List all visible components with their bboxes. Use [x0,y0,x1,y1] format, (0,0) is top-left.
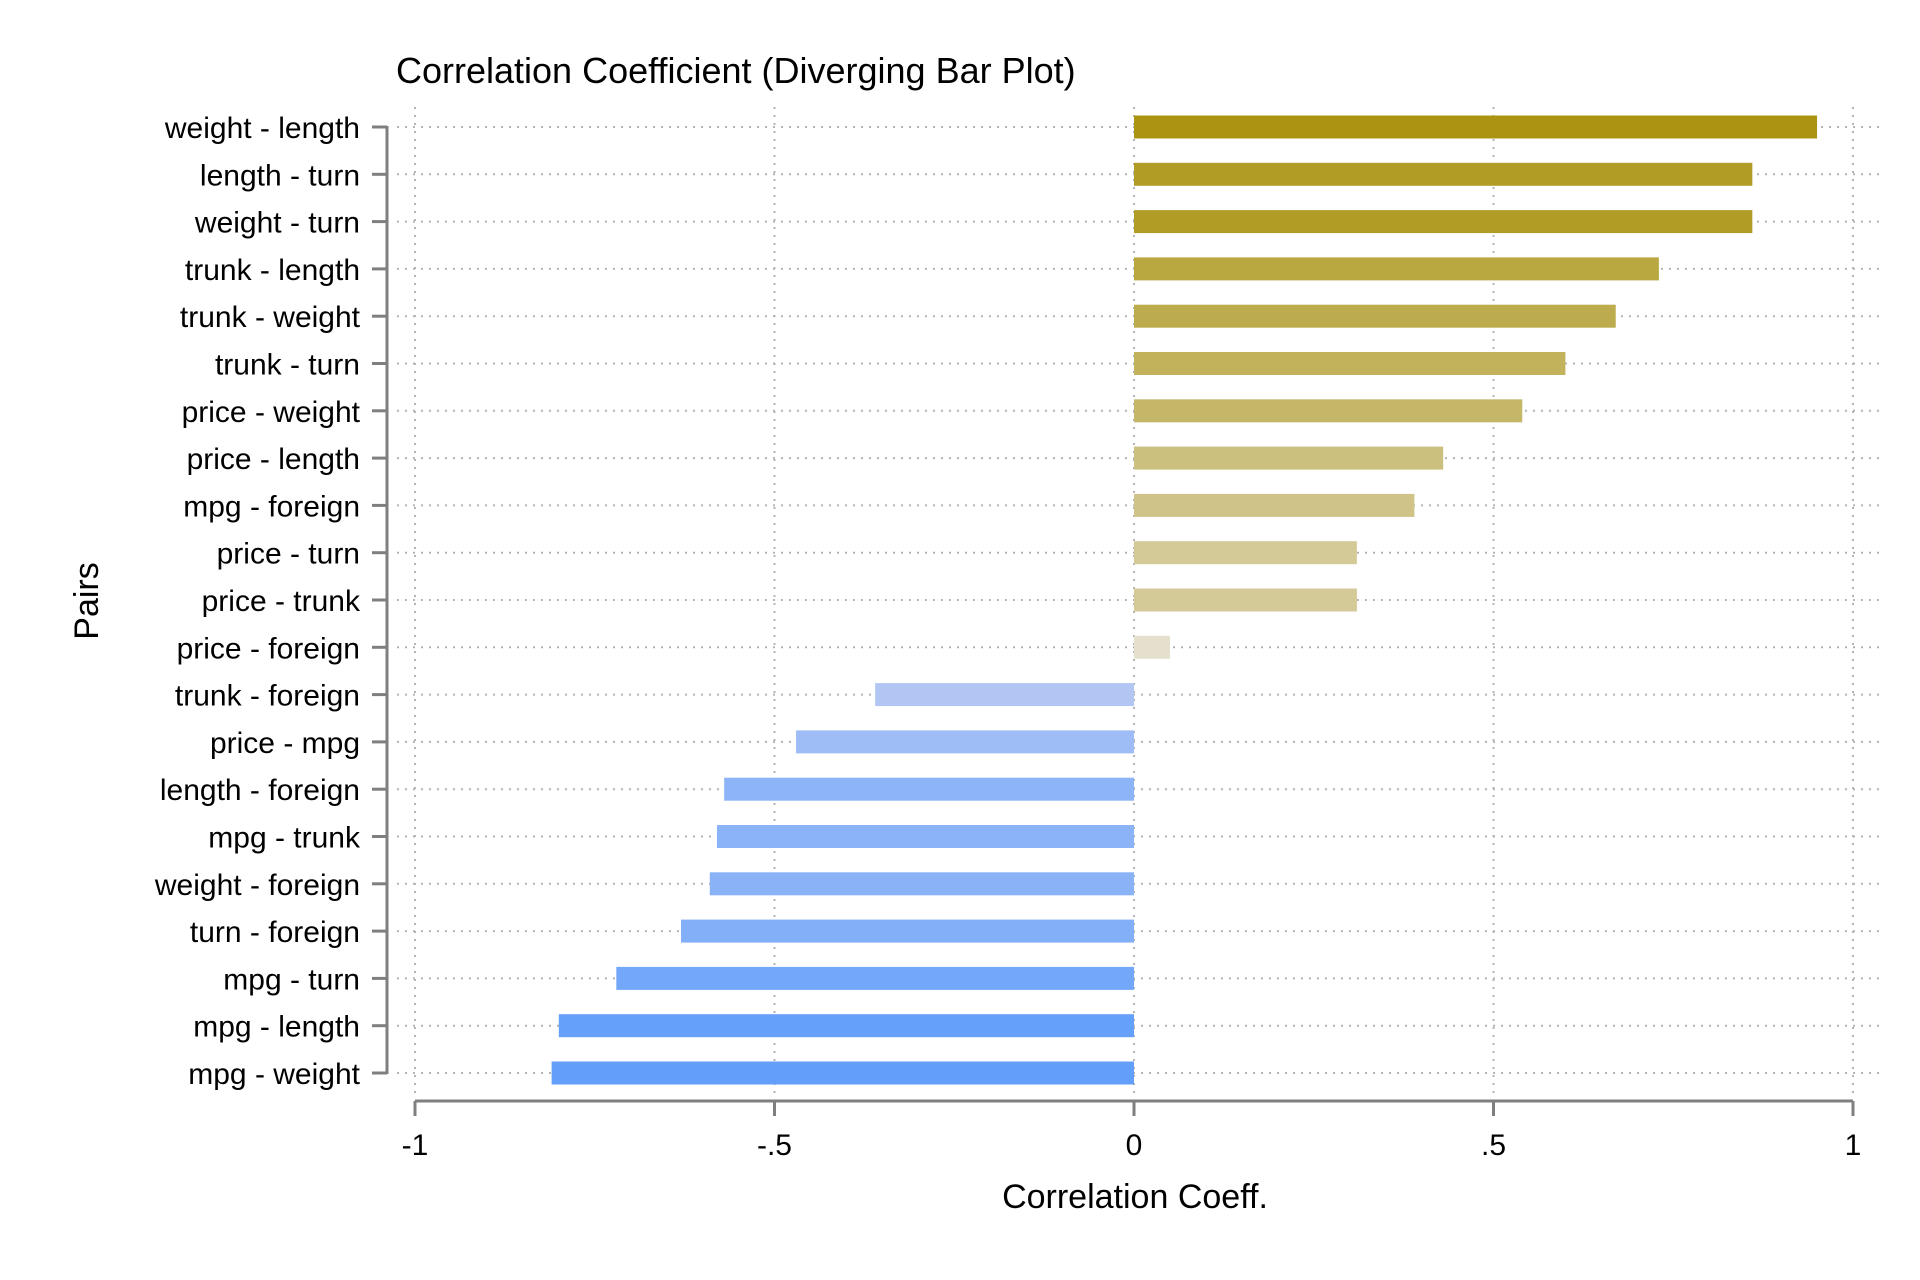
bar [709,872,1134,896]
axis-layer [372,125,1855,1116]
y-tick-label: mpg - trunk [208,822,361,855]
y-tick-label: price - turn [217,538,360,571]
x-axis-title: Correlation Coeff. [1002,1178,1268,1216]
y-tick-label: weight - turn [194,207,360,240]
bar [875,683,1134,707]
bar [1134,210,1753,234]
bar [1134,304,1616,328]
y-tick-label: trunk - foreign [175,680,360,713]
y-tick-label: trunk - turn [215,349,360,382]
bar [796,730,1134,754]
x-tick-label: 1 [1845,1129,1862,1162]
bar-layer [551,115,1818,1085]
y-tick-label: price - trunk [202,585,361,618]
bar [1134,352,1566,375]
x-tick-label: -.5 [757,1129,792,1162]
x-tick-label: .5 [1481,1129,1506,1162]
y-tick-label: mpg - length [193,1011,360,1044]
bar [1134,493,1415,517]
y-tick-label: trunk - weight [180,301,361,334]
y-tick-label: mpg - turn [223,963,360,996]
bar [1134,162,1753,186]
bar [1134,399,1523,423]
bar [1134,541,1357,565]
y-tick-label: weight - foreign [154,869,360,902]
y-tick-label: trunk - length [185,254,360,287]
bar [716,825,1134,848]
bar [1134,446,1444,470]
y-tick-label: weight - length [164,112,360,145]
y-tick-label: price - foreign [177,632,360,665]
label-layer: weight - length length - turn weight - tur… [154,112,1861,1162]
y-tick-label: price - mpg [210,727,360,760]
y-tick-label: length - turn [200,159,360,192]
bar [724,777,1134,801]
x-tick-label: 0 [1126,1129,1143,1162]
bar [1134,257,1659,281]
y-tick-label: turn - foreign [190,916,360,949]
y-tick-label: price - length [187,443,360,476]
bar [616,966,1134,990]
y-tick-label: length - foreign [160,774,360,807]
bar [551,1061,1134,1085]
bar [1134,635,1170,659]
y-tick-label: price - weight [182,396,361,429]
y-tick-label: mpg - weight [188,1058,360,1091]
bar [558,1014,1134,1038]
bar [1134,588,1357,612]
bar [681,919,1134,943]
chart-title: Correlation Coefficient (Diverging Bar P… [396,50,1076,91]
y-tick-label: mpg - foreign [183,490,360,523]
bar [1134,115,1818,139]
x-tick-label: -1 [402,1129,429,1162]
y-axis-title: Pairs [68,562,106,639]
